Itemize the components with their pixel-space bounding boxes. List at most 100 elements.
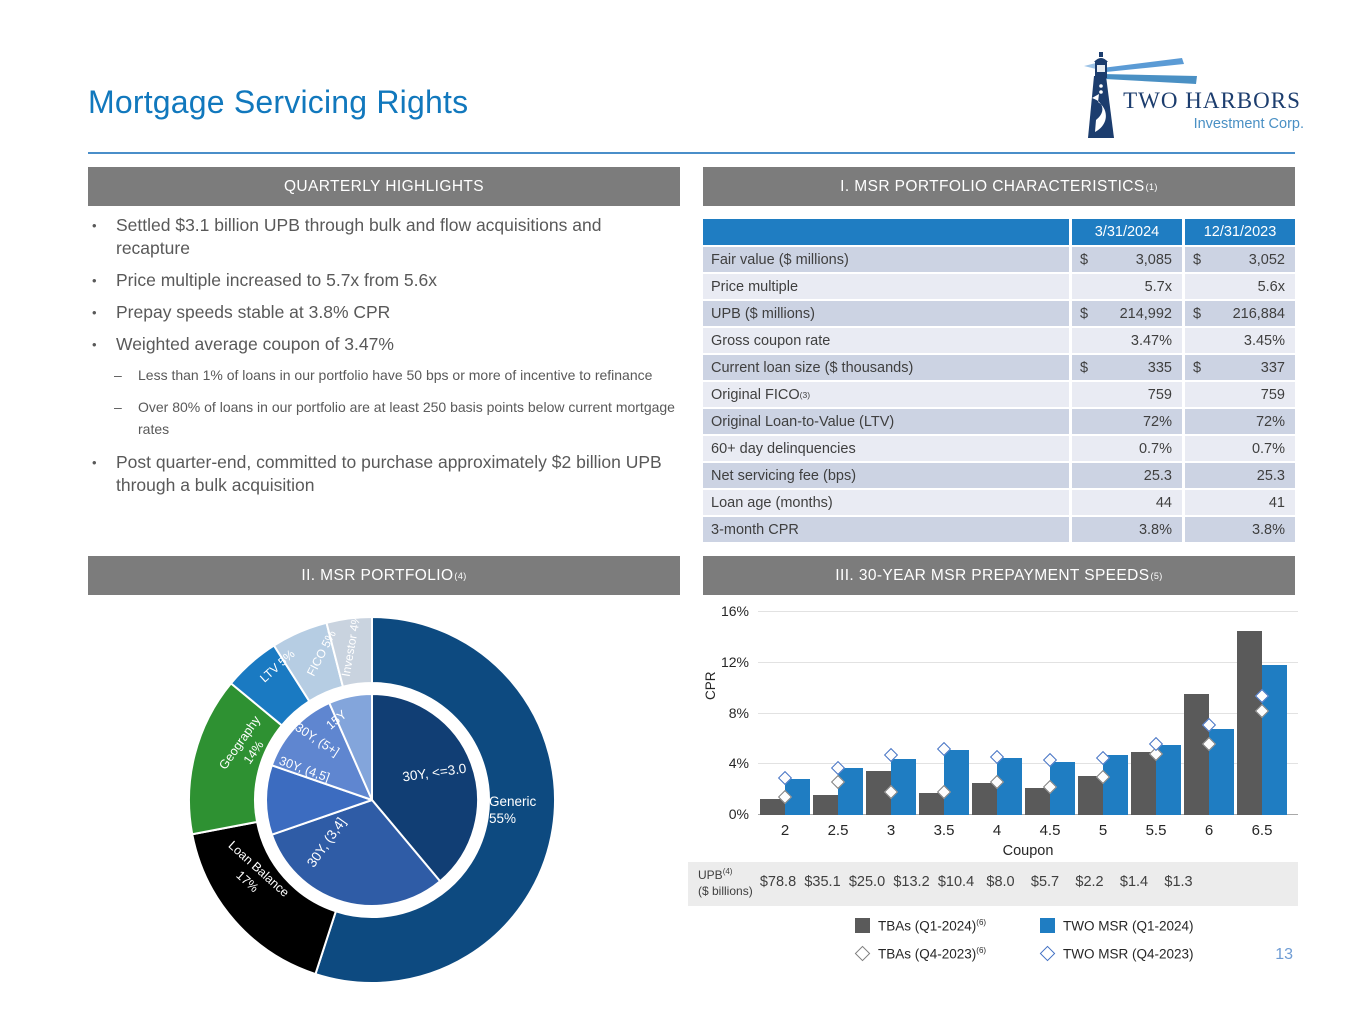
bullet-text: Price multiple increased to 5.7x from 5.…: [116, 270, 437, 291]
row-value-1: $3,085: [1072, 247, 1182, 272]
row-value-1: 3.47%: [1072, 328, 1182, 353]
upb-value: $5.7: [1030, 874, 1060, 890]
title-divider: [88, 152, 1295, 154]
table-row: Gross coupon rate 3.47% 3.45%: [703, 328, 1295, 353]
bar-tba-q1: [919, 793, 944, 815]
y-tick-label: 12%: [720, 653, 749, 670]
row-value-2: 3.8%: [1185, 517, 1295, 542]
pie-segment: [371, 693, 479, 883]
quarterly-highlights-title: QUARTERLY HIGHLIGHTS: [283, 177, 485, 195]
bar-tba-q1: [1184, 694, 1209, 815]
row-label: UPB ($ millions): [703, 301, 1069, 326]
cell-value: 3,052: [1248, 251, 1285, 268]
table-row: Fair value ($ millions) $3,085 $3,052: [703, 247, 1295, 272]
y-tick-label: 8%: [728, 704, 749, 721]
legend-item: TWO MSR (Q1-2024): [1040, 918, 1194, 934]
currency-prefix: $: [1193, 359, 1202, 376]
legend-item: TWO MSR (Q4-2023): [1039, 945, 1194, 962]
sub-bullet-marker: –: [114, 367, 122, 384]
logo-text: TWO HARBORS: [1123, 88, 1301, 113]
currency-prefix: $: [1193, 305, 1202, 322]
x-tick-label: 5: [1098, 822, 1108, 839]
sub-bullet-item: – Less than 1% of loans in our portfolio …: [114, 365, 676, 387]
row-value-2: $216,884: [1185, 301, 1295, 326]
bullet-text: Prepay speeds stable at 3.8% CPR: [116, 302, 391, 323]
cell-value: 337: [1260, 359, 1285, 376]
cell-value: 3,085: [1135, 251, 1172, 268]
bar-tba-q1: [1131, 751, 1156, 815]
table-row: Current loan size ($ thousands) $335 $337: [703, 355, 1295, 380]
cell-value: 0.7%: [1251, 440, 1285, 457]
characteristics-header: I. MSR PORTFOLIO CHARACTERISTICS (1): [703, 167, 1295, 206]
x-tick-label: 5.5: [1145, 822, 1167, 839]
bar-tba-q1: [1025, 788, 1050, 815]
y-tick-label: 4%: [728, 755, 749, 772]
x-axis-title: Coupon: [1002, 843, 1054, 859]
currency-prefix: $: [1080, 359, 1089, 376]
bar-two-msr-q1: [997, 757, 1022, 815]
legend-label: TBAs (Q4-2023)(6): [878, 946, 987, 962]
characteristics-table: 3/31/2024 12/31/2023 Fair value ($ milli…: [703, 219, 1295, 542]
table-col-1-header: 3/31/2024: [1072, 219, 1182, 245]
x-tick-label: 4.5: [1039, 822, 1061, 839]
row-label: Price multiple: [703, 274, 1069, 299]
bullet-text: Weighted average coupon of 3.47%: [116, 334, 394, 355]
pie-segment: [325, 616, 373, 688]
bar-tba-q1: [1078, 775, 1103, 815]
row-value-2: 41: [1185, 490, 1295, 515]
row-label: Net servicing fee (bps): [703, 463, 1069, 488]
upb-value: $1.4: [1119, 874, 1149, 890]
upb-strip: UPB(4) ($ billions) $78.8 $35.1 $25.0 $13.2 $…: [688, 862, 1298, 906]
cell-value: 3.8%: [1251, 521, 1285, 538]
row-value-1: 3.8%: [1072, 517, 1182, 542]
cell-value: 3.45%: [1243, 332, 1285, 349]
table-row: Price multiple 5.7x 5.6x: [703, 274, 1295, 299]
row-value-2: 72%: [1185, 409, 1295, 434]
characteristics-title: I. MSR PORTFOLIO CHARACTERISTICS: [840, 177, 1145, 195]
x-tick-label: 4: [992, 822, 1002, 839]
bar-two-msr-q1: [1262, 665, 1287, 815]
x-tick-label: 3: [886, 822, 896, 839]
legend-label: TBAs (Q1-2024)(6): [878, 918, 987, 934]
cell-value: 72%: [1255, 413, 1285, 430]
table-row: 3-month CPR 3.8% 3.8%: [703, 517, 1295, 542]
legend-label: TWO MSR (Q1-2024): [1063, 918, 1194, 934]
bar-tba-q1: [1237, 631, 1262, 815]
prepayment-speeds-title: III. 30-YEAR MSR PREPAYMENT SPEEDS: [835, 566, 1150, 584]
cell-value: 759: [1147, 386, 1172, 403]
cell-value: 3.8%: [1138, 521, 1172, 538]
upb-value: $2.2: [1075, 874, 1104, 890]
sub-bullet-text: Less than 1% of loans in our portfolio h…: [138, 367, 653, 384]
bullet-marker: •: [92, 454, 97, 470]
cell-value: 216,884: [1232, 305, 1285, 322]
table-row: Loan age (months) 44 41: [703, 490, 1295, 515]
upb-value: $78.8: [759, 874, 797, 890]
bar-tba-q1: [760, 798, 785, 815]
row-value-2: 0.7%: [1185, 436, 1295, 461]
cell-value: 5.7x: [1144, 278, 1172, 295]
pie-segment: [314, 616, 556, 984]
table-row: UPB ($ millions) $214,992 $216,884: [703, 301, 1295, 326]
x-tick-label: 3.5: [933, 822, 955, 839]
bar-tba-q1: [972, 783, 997, 815]
gridline: [758, 712, 1298, 714]
row-label: Original Loan-to-Value (LTV): [703, 409, 1069, 434]
two-harbors-logo: TWO HARBORS Investment Corp.: [1072, 46, 1304, 146]
pie-segment: [265, 764, 373, 836]
legend-label: TWO MSR (Q4-2023): [1063, 946, 1194, 962]
bullet-text: Post quarter-end, committed to purchase …: [116, 451, 662, 495]
row-label: Fair value ($ millions): [703, 247, 1069, 272]
row-value-2: $3,052: [1185, 247, 1295, 272]
highlights-list: • Settled $3.1 billion UPB through bulk a…: [88, 214, 676, 506]
table-header-row: 3/31/2024 12/31/2023: [703, 219, 1295, 245]
pie-segment: [270, 701, 373, 801]
bar-tba-q1: [813, 794, 838, 815]
bullet-marker: •: [92, 337, 97, 353]
bar-two-msr-q1: [1103, 755, 1128, 815]
cell-value: 5.6x: [1257, 278, 1285, 295]
page-title: Mortgage Servicing Rights: [88, 84, 469, 120]
cell-value: 214,992: [1119, 305, 1172, 322]
bullet-marker: •: [92, 305, 97, 321]
logo-subtext: Investment Corp.: [1193, 116, 1304, 132]
row-value-1: 44: [1072, 490, 1182, 515]
